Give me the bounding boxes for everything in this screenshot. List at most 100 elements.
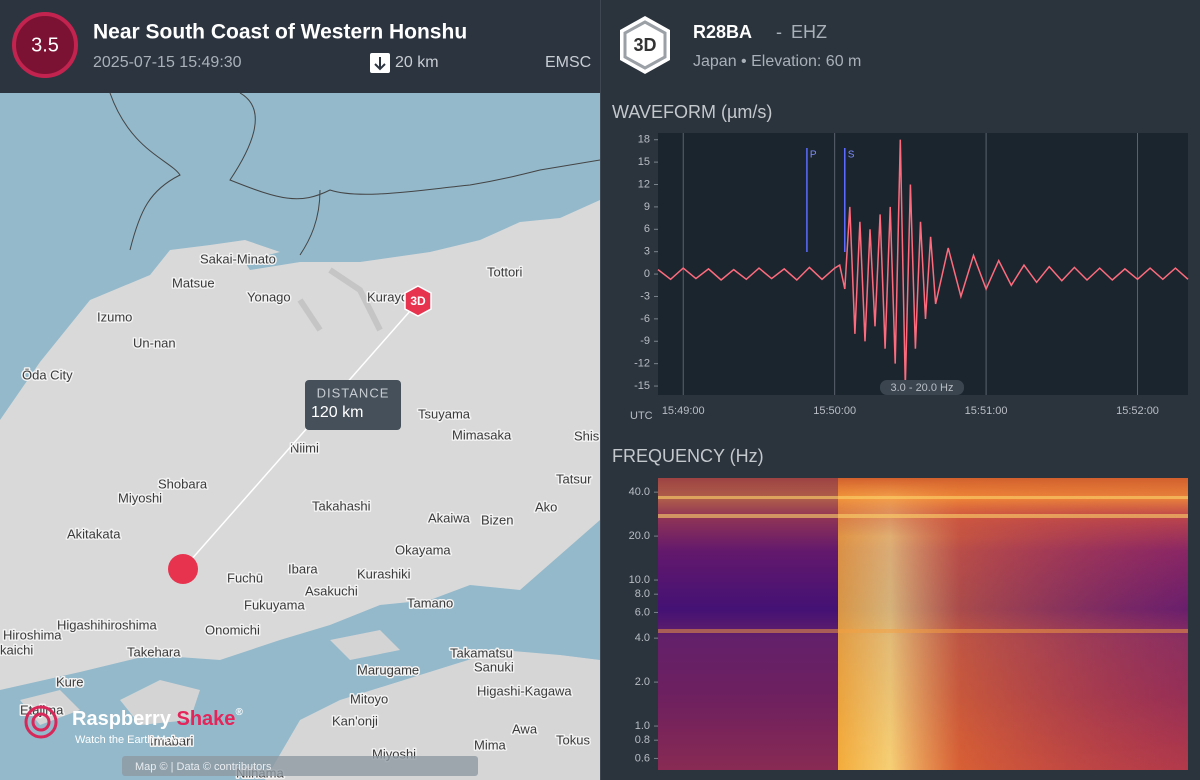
distance-line	[182, 301, 419, 570]
y-tick-label: 9	[644, 201, 650, 213]
x-tick-label: 15:52:00	[1116, 405, 1159, 417]
y-tick-label: -15	[634, 380, 650, 392]
place-label: Bizen	[481, 512, 514, 527]
attribution: Map © | Data © contributors	[135, 761, 272, 773]
place-label: Takamatsu	[450, 645, 513, 660]
place-label: Yonago	[247, 289, 291, 304]
place-label: Akitakata	[67, 526, 121, 541]
place-label: Akaiwa	[428, 510, 471, 525]
logo-name: Raspberry Shake®	[72, 707, 243, 731]
depth-arrow	[374, 57, 386, 71]
place-label: Shis	[574, 428, 600, 443]
place-label: Kurashiki	[357, 566, 411, 581]
x-axis-label: UTC	[630, 410, 653, 422]
magnitude: 3.5	[31, 34, 59, 56]
logo-tagline: Watch the Earth Move	[75, 734, 183, 746]
y-tick-label: 0	[644, 268, 650, 280]
place-label: Okayama	[395, 542, 451, 557]
y-tick-label: 12	[638, 178, 650, 190]
spectrogram-band	[658, 514, 1188, 518]
y-tick-label: -9	[640, 335, 650, 347]
place-label: Miyoshi	[118, 490, 162, 505]
terrain	[297, 267, 383, 332]
y-tick-label: 20.0	[629, 530, 650, 542]
depth: 20 km	[395, 54, 439, 71]
place-label: Imabari	[150, 733, 193, 748]
logo-icon	[24, 705, 58, 739]
land	[0, 200, 600, 690]
y-tick-label: 0.8	[635, 734, 650, 746]
y-tick-label: -12	[634, 358, 650, 370]
place-label: Tottori	[487, 264, 523, 279]
event-header	[0, 0, 600, 93]
place-label: Tokus	[556, 732, 590, 747]
place-label: Marugame	[357, 662, 419, 677]
filter-badge	[880, 380, 964, 395]
magnitude-badge	[12, 12, 78, 78]
station-code: R28BA	[693, 22, 752, 42]
place-label: Hiroshima	[3, 627, 62, 642]
land	[265, 650, 600, 780]
place-label: Fuchū	[227, 570, 263, 585]
place-label: Shobara	[158, 476, 208, 491]
logo-name: Raspberry	[72, 708, 172, 730]
maritime-boundary	[109, 93, 600, 256]
place-label: Takehara	[127, 644, 181, 659]
y-tick-label: -6	[640, 313, 650, 325]
epicenter	[168, 554, 198, 584]
waveform-title: WAVEFORM (µm/s)	[612, 102, 772, 122]
place-label: Tatsur	[556, 471, 592, 486]
place-label: Mima	[474, 737, 507, 752]
land	[150, 240, 280, 275]
station-badge-label: 3D	[633, 35, 656, 55]
place-label: Un-nan	[133, 335, 176, 350]
channel: EHZ	[791, 22, 827, 42]
phase-label: P	[810, 150, 817, 161]
place-label: Mimasaka	[452, 427, 512, 442]
spectrogram-quiet	[658, 478, 838, 770]
station-location: Japan • Elevation: 60 m	[693, 53, 861, 70]
spectrogram-band	[658, 496, 1188, 499]
y-tick-label: 10.0	[629, 574, 650, 586]
spectrogram-axis: 40.0 20.0 10.0 8.0 6.0 4.0 2.0 1.0 0.8 0.6	[629, 486, 658, 764]
distance-title: DISTANCE	[317, 385, 390, 400]
x-tick-label: 15:50:00	[813, 405, 856, 417]
place-label: Izumo	[97, 309, 132, 324]
event-title: Near South Coast of Western Honshu	[93, 21, 467, 44]
x-tick-label: 15:51:00	[965, 405, 1008, 417]
place-label: Higashihiroshima	[57, 617, 157, 632]
station-marker	[404, 285, 432, 317]
place-label: Fukuyama	[244, 597, 305, 612]
y-tick-label: -3	[640, 290, 650, 302]
phase-label: S	[848, 150, 855, 161]
place-label: Kure	[56, 674, 83, 689]
y-tick-label: 3	[644, 246, 650, 258]
place-label: Mitoyo	[350, 691, 388, 706]
y-tick-label: 40.0	[629, 486, 650, 498]
place-label: Takahashi	[312, 498, 371, 513]
waveform-line	[657, 139, 1189, 387]
y-tick-label: 6.0	[635, 606, 650, 618]
attribution-box	[122, 756, 478, 776]
y-tick-label: 4.0	[635, 632, 650, 644]
place-label: Ōda City	[22, 367, 73, 382]
y-tick-label: 18	[638, 134, 650, 146]
waveform-chart: 15:49:00 15:50:00 15:51:00 15:52:00 18 15 12 9 6…	[634, 133, 1189, 417]
place-label: Awa	[512, 721, 538, 736]
y-tick-label: 8.0	[635, 588, 650, 600]
y-tick-label: 1.0	[635, 720, 650, 732]
event-time: 2025-07-15 15:49:30	[93, 54, 242, 71]
place-label: Niimi	[290, 440, 319, 455]
y-tick-label: 0.6	[635, 752, 650, 764]
station-badge-ring	[623, 20, 667, 70]
place-label: Asakuchi	[305, 583, 358, 598]
place-label: Ako	[535, 499, 557, 514]
place-label: Ibara	[288, 561, 318, 576]
place-label: Sanuki	[474, 659, 514, 674]
logo-accent: Shake	[177, 708, 236, 730]
separator: -	[776, 22, 782, 42]
